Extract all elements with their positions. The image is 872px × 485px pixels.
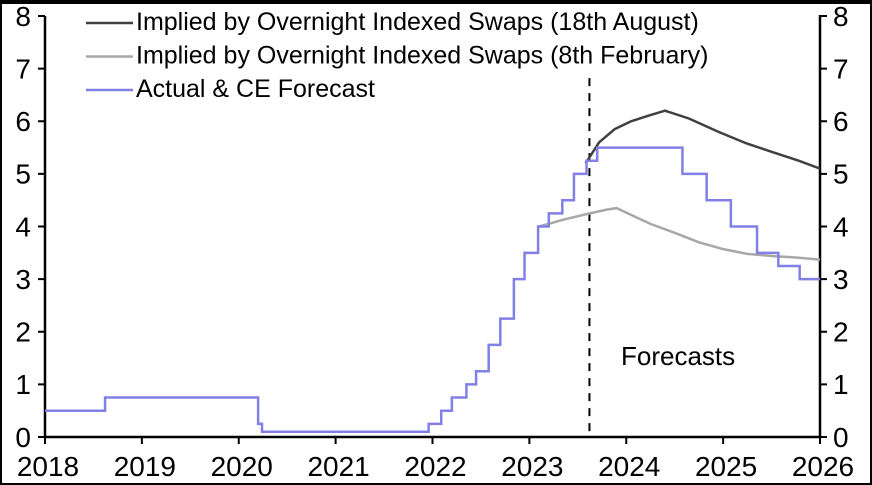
x-axis-tick-label: 2023: [501, 451, 563, 482]
x-axis-tick-label: 2026: [792, 451, 854, 482]
y-axis-tick-label-left: 1: [15, 369, 31, 400]
x-axis-tick-label: 2020: [211, 451, 273, 482]
y-axis-tick-label-right: 8: [833, 1, 849, 32]
image-border-right: [870, 0, 872, 485]
image-border-top: [0, 0, 872, 4]
y-axis-tick-label-right: 5: [833, 159, 849, 190]
series-line-actual-ce-forecast: [45, 146, 820, 433]
series-line-ois-18-august: [584, 109, 821, 170]
y-axis-tick-label-left: 5: [15, 159, 31, 190]
y-axis-tick-label-right: 6: [833, 106, 849, 137]
y-axis-tick-label-right: 3: [833, 264, 849, 295]
y-axis-tick-label-right: 1: [833, 369, 849, 400]
y-axis-tick-label-left: 7: [15, 53, 31, 84]
y-axis-tick-label-left: 3: [15, 264, 31, 295]
x-axis-tick-label: 2025: [695, 451, 757, 482]
forecasts-annotation: Forecasts: [621, 341, 736, 371]
image-border-bottom: [0, 483, 872, 485]
x-axis-tick-label: 2018: [17, 451, 79, 482]
y-axis-tick-label-left: 0: [15, 422, 31, 453]
y-axis-tick-label-right: 4: [833, 211, 849, 242]
x-axis-tick-label: 2022: [404, 451, 466, 482]
y-axis-tick-label-right: 7: [833, 53, 849, 84]
image-border-left: [0, 0, 2, 485]
x-axis-tick-label: 2021: [307, 451, 369, 482]
series-line-ois-8-february: [538, 206, 821, 261]
y-axis-tick-label-left: 4: [15, 211, 31, 242]
y-axis-tick-label-left: 8: [15, 1, 31, 32]
legend-label-ois-8-february: Implied by Overnight Indexed Swaps (8th …: [136, 41, 709, 69]
y-axis-tick-label-right: 0: [833, 422, 849, 453]
legend-label-actual-ce-forecast: Actual & CE Forecast: [136, 75, 375, 103]
y-axis-tick-label-left: 2: [15, 317, 31, 348]
x-axis-tick-label: 2024: [598, 451, 660, 482]
y-axis-tick-label-left: 6: [15, 106, 31, 137]
y-axis-tick-label-right: 2: [833, 317, 849, 348]
x-axis-tick-label: 2019: [114, 451, 176, 482]
legend-label-ois-18-august: Implied by Overnight Indexed Swaps (18th…: [136, 8, 699, 36]
